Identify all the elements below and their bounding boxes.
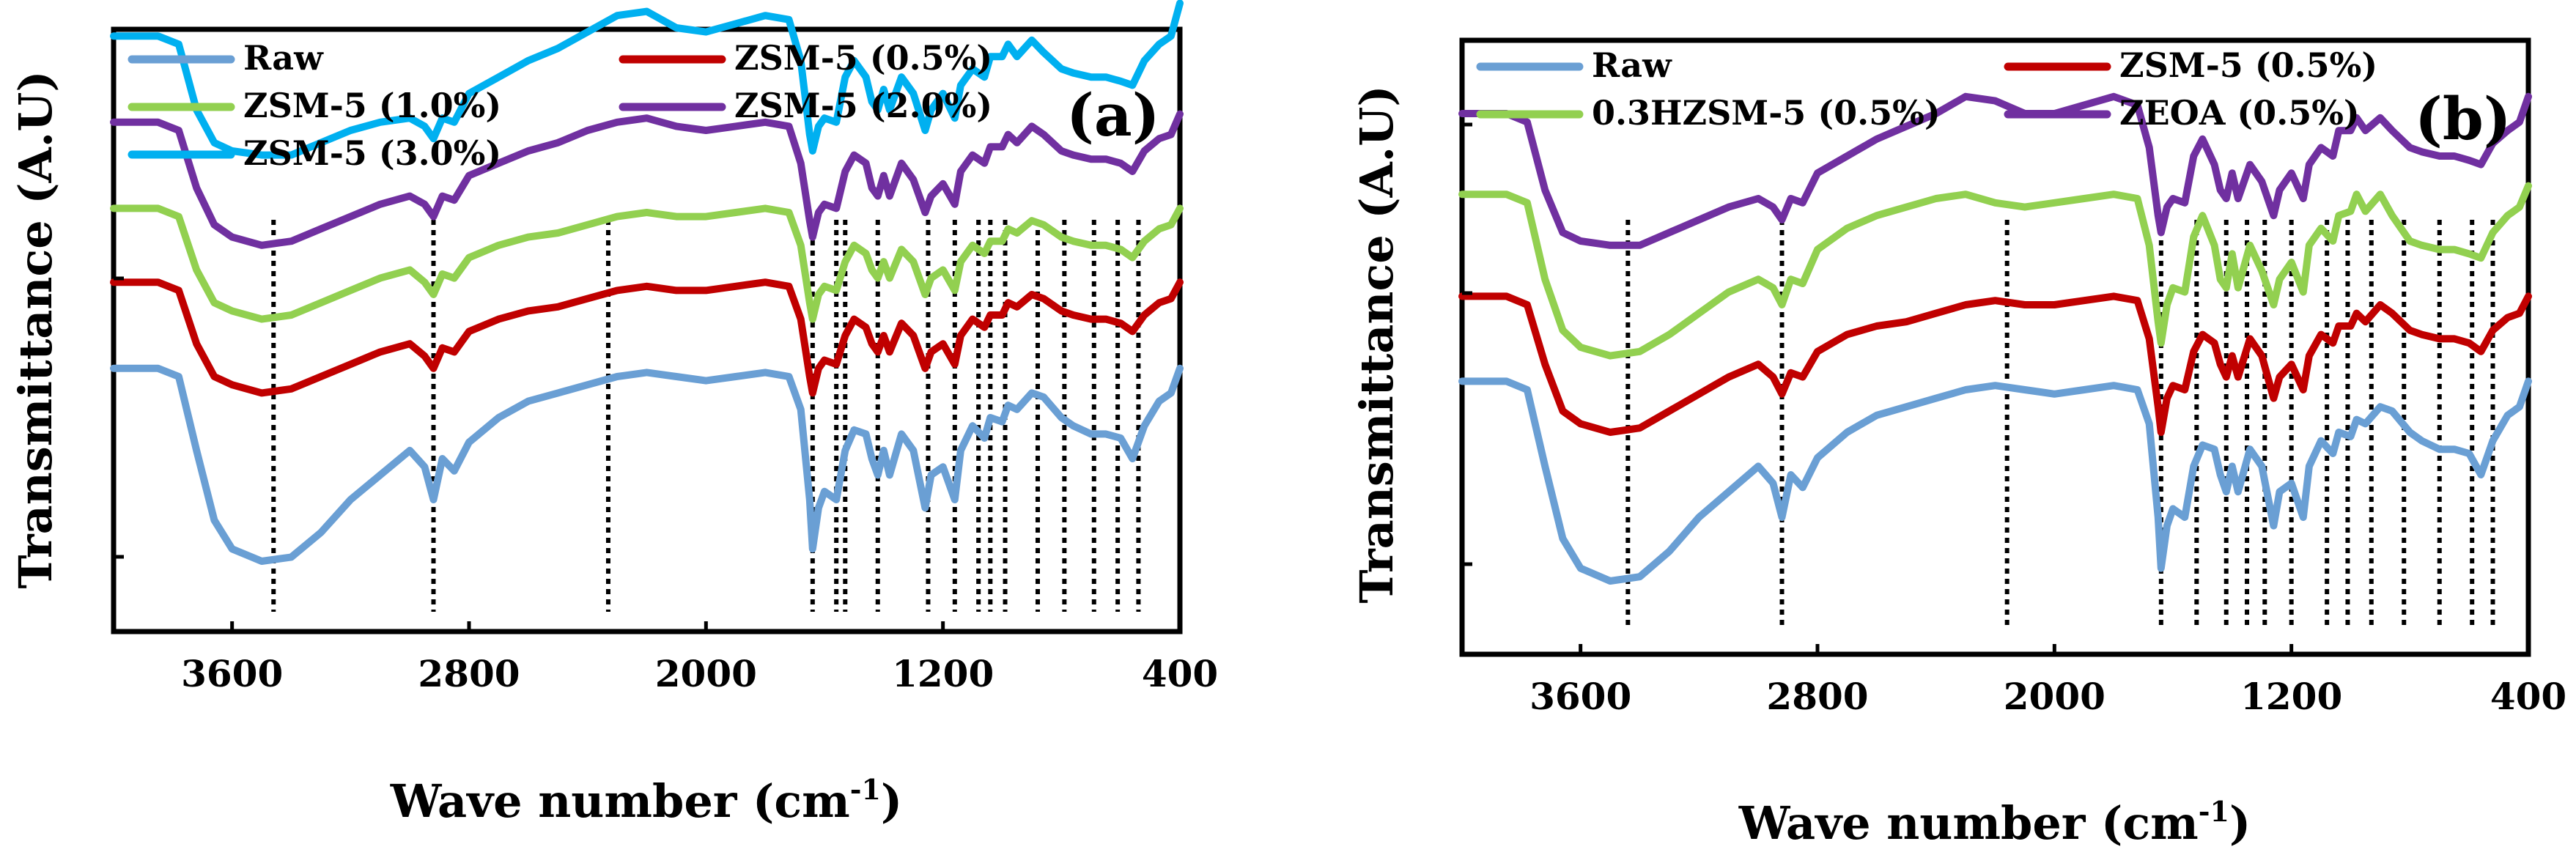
x-tick-label: 400 [2490,675,2566,718]
legend-entry: ZSM-5 (1.0%) [243,86,501,125]
y-axis-title: Transmittance (A.U) [1350,85,1403,603]
legend-entry: ZSM-5 (3.0%) [243,133,501,173]
x-tick-label: 2800 [418,652,520,695]
series-group [110,0,1184,565]
x-tick-label: 2800 [1766,675,1868,718]
legend: Raw ZSM-5 (0.5%) 0.3HZSM-5 (0.5%) ZEOA (0.5… [1476,45,2377,133]
series-line [110,364,1184,565]
series-line [110,110,1184,249]
x-tick-label: 1200 [892,652,994,695]
guide-lines [271,220,1141,612]
series-line [1458,292,2532,436]
x-tick-label: 2000 [2004,675,2106,718]
plot-frame [1459,37,2531,657]
panel-b: 3600 2800 2000 1200 400 Raw ZSM-5 (0.5%) 0.3HZ… [1350,37,2566,850]
legend-entry: ZSM-5 (0.5%) [2119,45,2377,85]
series-line [1458,92,2532,249]
series-line [110,0,1184,159]
series-line [110,204,1184,323]
panel-label: (b) [2415,84,2512,153]
x-tick-label: 2000 [655,652,757,695]
x-axis-title: Wave number (cm-1) [390,773,903,828]
y-tick-marks [114,276,124,559]
x-tick-label: 3600 [181,652,283,695]
plot-frame [111,26,1183,634]
series-line [1458,377,2532,585]
legend-entry: 0.3HZSM-5 (0.5%) [1592,93,1941,133]
x-tick-labels: 3600 2800 2000 1200 400 [181,621,1218,695]
guide-lines [1625,220,2495,630]
x-axis-title: Wave number (cm-1) [1738,795,2251,850]
series-group [1458,92,2532,585]
legend-entry: ZSM-5 (2.0%) [734,86,992,125]
panel-label: (a) [1066,81,1160,149]
x-tick-label: 400 [1142,652,1218,695]
y-tick-marks [1462,122,1472,566]
x-tick-label: 3600 [1529,675,1631,718]
series-line [110,278,1184,397]
panel-a: 3600 2800 2000 1200 400 Raw ZSM-5 (0.5%) ZSM-5… [9,0,1218,828]
series-line [1458,182,2532,360]
y-axis-title: Transmittance (A.U) [9,70,62,588]
legend-entry: ZSM-5 (0.5%) [734,38,992,78]
legend-entry: Raw [243,38,324,78]
legend-entry: Raw [1592,45,1672,85]
x-tick-labels: 3600 2800 2000 1200 400 [1529,644,2566,718]
legend: Raw ZSM-5 (0.5%) ZSM-5 (1.0%) ZSM-5 (2.0%) Z… [128,38,992,173]
legend-entry: ZEOA (0.5%) [2119,93,2360,133]
x-tick-label: 1200 [2240,675,2342,718]
